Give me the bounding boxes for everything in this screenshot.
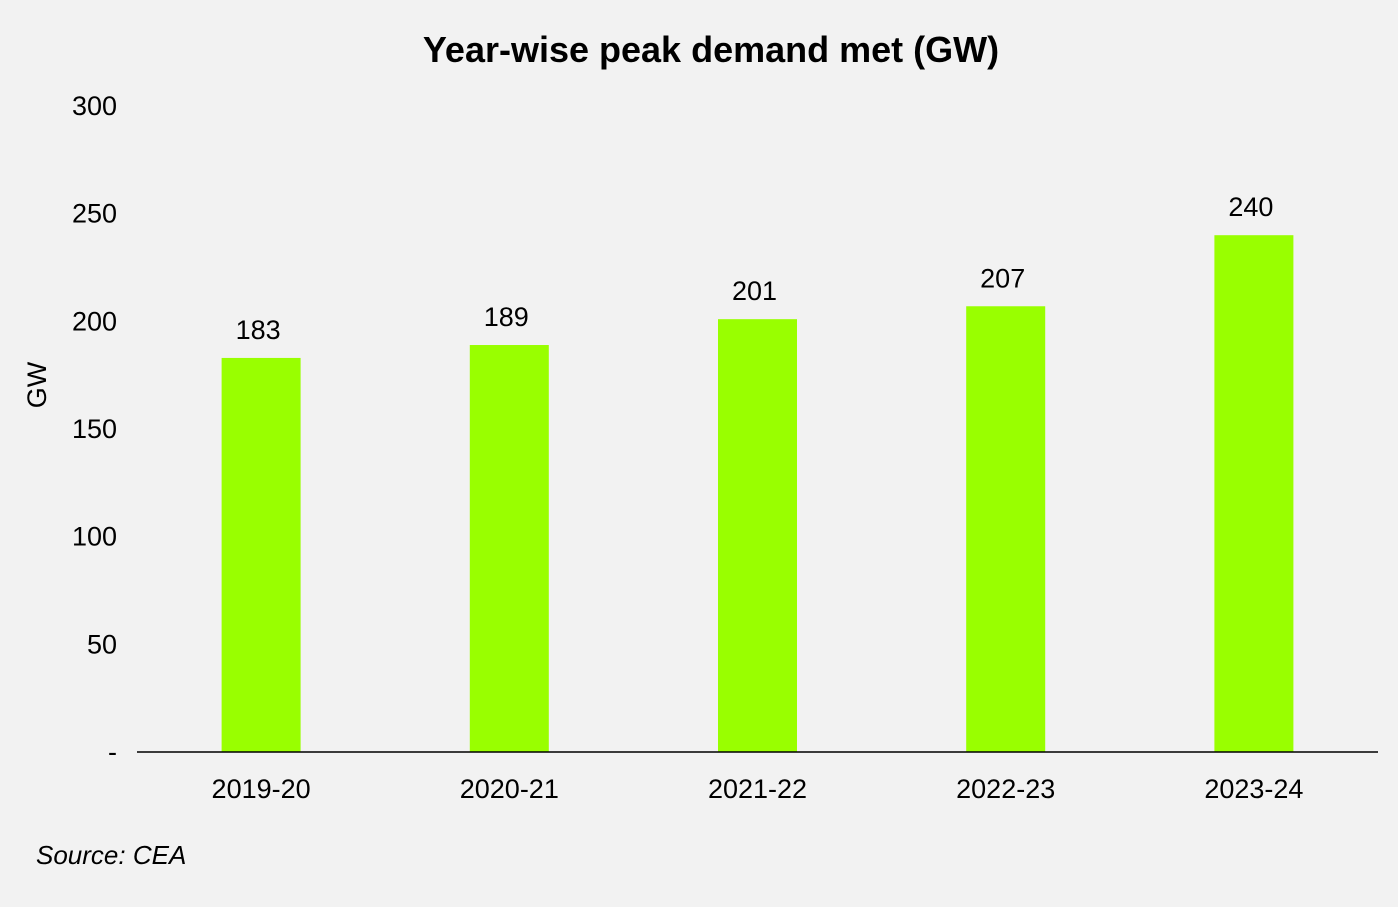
y-axis-ticks: - 50 100 150 200 250 300 bbox=[72, 91, 117, 767]
data-labels-group: 183 189 201 207 240 bbox=[236, 192, 1274, 345]
y-tick-label: 50 bbox=[87, 629, 117, 659]
y-tick-label: 100 bbox=[72, 522, 117, 552]
bar-2023-24 bbox=[1214, 235, 1294, 752]
data-label-2023-24: 240 bbox=[1228, 192, 1273, 222]
x-axis-ticks: 2019-20 2020-21 2021-22 2022-23 2023-24 bbox=[212, 774, 1304, 804]
source-note: Source: CEA bbox=[36, 840, 187, 870]
y-tick-label: 200 bbox=[72, 306, 117, 336]
x-tick-label-2023-24: 2023-24 bbox=[1204, 774, 1303, 804]
y-tick-label: 250 bbox=[72, 199, 117, 229]
bar-2021-22 bbox=[718, 319, 797, 752]
bars-group bbox=[221, 235, 1294, 752]
bar-2020-21 bbox=[469, 345, 549, 752]
data-label-2022-23: 207 bbox=[980, 263, 1025, 293]
y-tick-label: 150 bbox=[72, 414, 117, 444]
x-tick-label-2020-21: 2020-21 bbox=[460, 774, 559, 804]
data-label-2021-22: 201 bbox=[732, 276, 777, 306]
x-tick-label-2019-20: 2019-20 bbox=[212, 774, 311, 804]
x-tick-label-2022-23: 2022-23 bbox=[956, 774, 1055, 804]
data-label-2020-21: 189 bbox=[484, 302, 529, 332]
bar-2019-20 bbox=[221, 357, 301, 752]
data-label-2019-20: 183 bbox=[236, 315, 281, 345]
chart-title: Year-wise peak demand met (GW) bbox=[423, 29, 999, 70]
x-tick-label-2021-22: 2021-22 bbox=[708, 774, 807, 804]
y-tick-label: - bbox=[108, 737, 117, 767]
bar-2022-23 bbox=[966, 306, 1046, 752]
y-axis-label: GW bbox=[22, 361, 52, 408]
y-tick-label: 300 bbox=[72, 91, 117, 121]
